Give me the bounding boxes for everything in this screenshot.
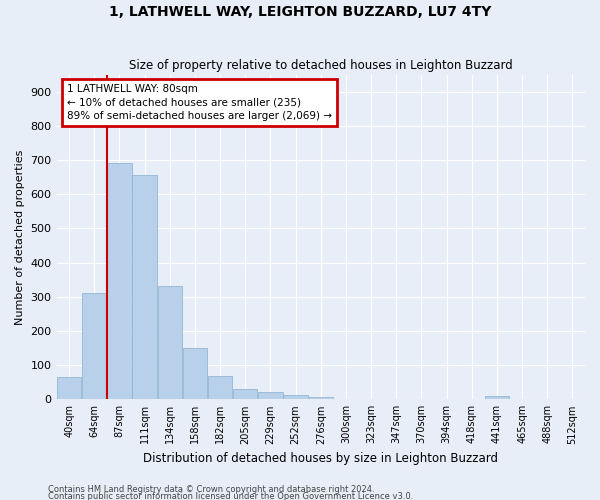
Bar <box>183 348 207 400</box>
Bar <box>308 396 333 400</box>
Bar <box>233 389 257 400</box>
Text: Contains public sector information licensed under the Open Government Licence v3: Contains public sector information licen… <box>48 492 413 500</box>
X-axis label: Distribution of detached houses by size in Leighton Buzzard: Distribution of detached houses by size … <box>143 452 498 465</box>
Bar <box>158 286 182 400</box>
Bar <box>57 377 82 400</box>
Bar <box>208 376 232 400</box>
Bar <box>82 294 106 400</box>
Bar <box>283 395 308 400</box>
Bar <box>107 164 131 400</box>
Title: Size of property relative to detached houses in Leighton Buzzard: Size of property relative to detached ho… <box>129 59 512 72</box>
Bar <box>485 396 509 400</box>
Bar <box>258 392 283 400</box>
Text: Contains HM Land Registry data © Crown copyright and database right 2024.: Contains HM Land Registry data © Crown c… <box>48 486 374 494</box>
Text: 1, LATHWELL WAY, LEIGHTON BUZZARD, LU7 4TY: 1, LATHWELL WAY, LEIGHTON BUZZARD, LU7 4… <box>109 5 491 19</box>
Y-axis label: Number of detached properties: Number of detached properties <box>15 149 25 324</box>
Bar <box>133 176 157 400</box>
Text: 1 LATHWELL WAY: 80sqm
← 10% of detached houses are smaller (235)
89% of semi-det: 1 LATHWELL WAY: 80sqm ← 10% of detached … <box>67 84 332 120</box>
